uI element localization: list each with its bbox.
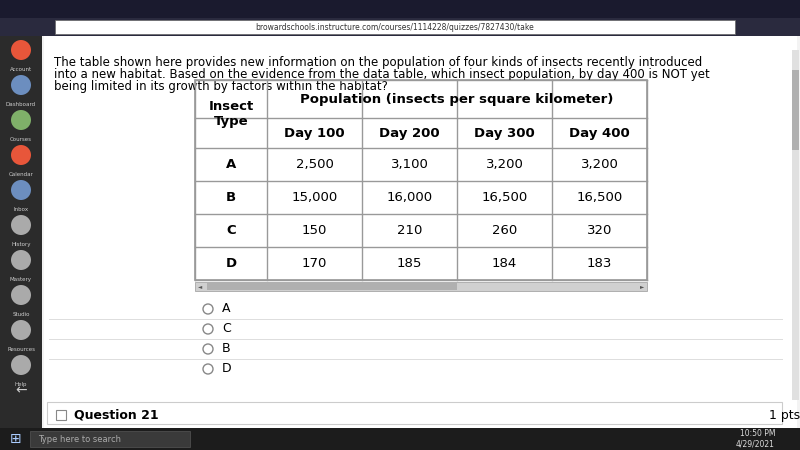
Bar: [0, 18, 800, 36]
Text: ◄: ◄: [198, 284, 202, 289]
Text: Mastery: Mastery: [10, 277, 32, 282]
Bar: [47, 402, 782, 424]
Text: The table shown here provides new information on the population of four kinds of: The table shown here provides new inform…: [54, 56, 702, 69]
Text: B: B: [226, 191, 236, 204]
Text: C: C: [222, 323, 230, 336]
Text: Day 200: Day 200: [379, 126, 440, 140]
Circle shape: [11, 215, 31, 235]
Bar: [55, 20, 735, 34]
Circle shape: [11, 75, 31, 95]
Text: 184: 184: [492, 257, 517, 270]
Bar: [30, 431, 190, 447]
Text: 183: 183: [587, 257, 612, 270]
Text: Calendar: Calendar: [9, 172, 34, 177]
Text: Account: Account: [10, 67, 32, 72]
Text: 3,100: 3,100: [390, 158, 429, 171]
Bar: [0, 0, 800, 18]
Text: Type here to search: Type here to search: [38, 435, 121, 444]
Circle shape: [11, 320, 31, 340]
Text: 320: 320: [587, 224, 612, 237]
Text: Population (insects per square kilometer): Population (insects per square kilometer…: [300, 93, 614, 105]
Text: Day 300: Day 300: [474, 126, 535, 140]
Bar: [207, 283, 457, 290]
Text: 210: 210: [397, 224, 422, 237]
Text: Courses: Courses: [10, 137, 32, 142]
Bar: [0, 428, 800, 450]
Text: Day 400: Day 400: [569, 126, 630, 140]
Circle shape: [11, 285, 31, 305]
Text: D: D: [226, 257, 237, 270]
Text: Question 21: Question 21: [74, 409, 158, 422]
Text: 1 pts: 1 pts: [769, 409, 800, 422]
Text: 2,500: 2,500: [295, 158, 334, 171]
Circle shape: [11, 250, 31, 270]
Text: Inbox: Inbox: [14, 207, 29, 212]
Text: into a new habitat. Based on the evidence from the data table, which insect popu: into a new habitat. Based on the evidenc…: [54, 68, 710, 81]
Circle shape: [11, 145, 31, 165]
Bar: [195, 80, 647, 280]
Text: browardschools.instructure.com/courses/1114228/quizzes/7827430/take: browardschools.instructure.com/courses/1…: [256, 22, 534, 32]
Bar: [47, 54, 782, 394]
Text: C: C: [226, 224, 236, 237]
Text: Studio: Studio: [12, 312, 30, 317]
Text: 16,500: 16,500: [576, 191, 622, 204]
Text: B: B: [222, 342, 230, 356]
Text: Help: Help: [14, 382, 27, 387]
Circle shape: [11, 180, 31, 200]
Text: D: D: [222, 363, 232, 375]
Circle shape: [11, 40, 31, 60]
Text: 185: 185: [397, 257, 422, 270]
Bar: [56, 410, 66, 420]
Text: 10:50 PM: 10:50 PM: [739, 428, 775, 437]
Bar: [792, 50, 799, 400]
Text: 150: 150: [302, 224, 327, 237]
Text: ←: ←: [15, 383, 27, 397]
Text: being limited in its growth by factors within the habitat?: being limited in its growth by factors w…: [54, 80, 388, 93]
Text: Insect
Type: Insect Type: [208, 100, 254, 128]
Text: Day 100: Day 100: [284, 126, 345, 140]
Circle shape: [11, 110, 31, 130]
Text: 260: 260: [492, 224, 517, 237]
Text: A: A: [222, 302, 230, 315]
Text: ⊞: ⊞: [10, 432, 22, 446]
Bar: [792, 70, 799, 150]
Text: ►: ►: [640, 284, 644, 289]
Text: 4/29/2021: 4/29/2021: [736, 440, 775, 449]
Bar: [195, 282, 647, 291]
Text: 15,000: 15,000: [291, 191, 338, 204]
Circle shape: [11, 355, 31, 375]
Text: A: A: [226, 158, 236, 171]
Bar: [0, 36, 42, 450]
Text: Dashboard: Dashboard: [6, 102, 36, 107]
Text: 170: 170: [302, 257, 327, 270]
Text: 16,000: 16,000: [386, 191, 433, 204]
Text: 3,200: 3,200: [581, 158, 618, 171]
Text: 16,500: 16,500: [482, 191, 528, 204]
Text: 3,200: 3,200: [486, 158, 523, 171]
Text: Resources: Resources: [7, 347, 35, 352]
Text: History: History: [11, 242, 30, 247]
